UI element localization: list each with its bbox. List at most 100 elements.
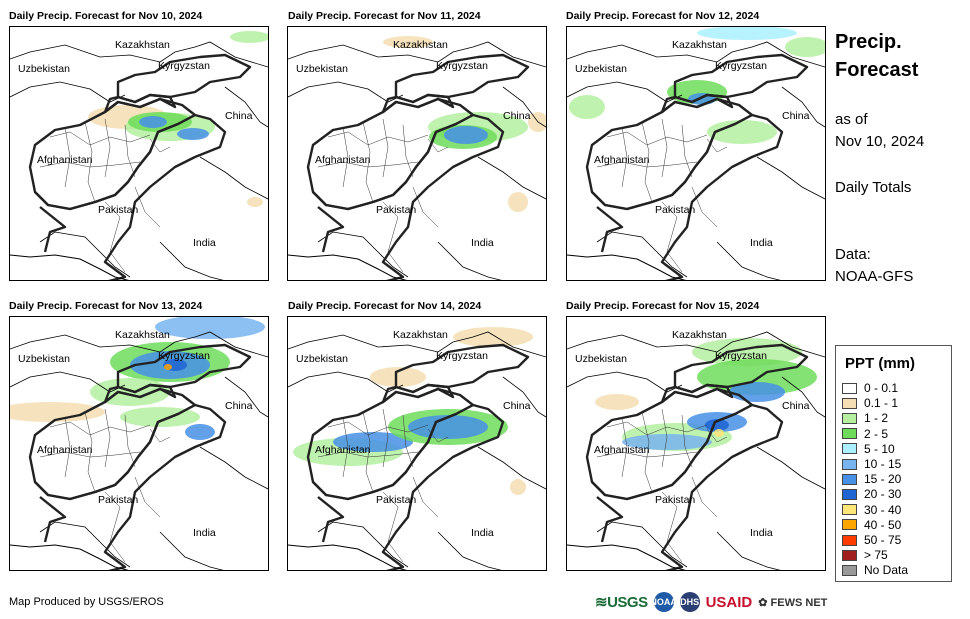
country-label-afghanistan: Afghanistan [315, 154, 371, 166]
legend-label: 30 - 40 [864, 502, 902, 517]
country-label-uzbekistan: Uzbekistan [296, 353, 348, 365]
precip-area [569, 95, 605, 119]
precip-area [595, 394, 639, 410]
region-borders [28, 343, 252, 570]
legend-swatch [842, 458, 857, 470]
legend-item: 0 - 0.1 [842, 380, 898, 396]
legend-label: 2 - 5 [864, 426, 889, 441]
precip-area [230, 31, 268, 43]
country-label-india: India [193, 527, 216, 539]
precip-area [90, 378, 170, 406]
country-label-afghanistan: Afghanistan [594, 444, 650, 456]
tajikistan-border [103, 383, 177, 404]
precip-area [707, 120, 777, 144]
legend-swatch [842, 428, 857, 440]
legend-item: > 75 [842, 547, 888, 563]
country-label-kyrgyzstan: Kyrgyzstan [715, 350, 767, 362]
tajikistan-border [660, 383, 734, 404]
footer-credit: Map Produced by USGS/EROS [9, 596, 164, 608]
side-title: Precip. Forecast [835, 28, 918, 84]
map-panel-1: Kazakhstan Uzbekistan Kyrgyzstan China Afgha… [9, 26, 269, 281]
country-label-china: China [503, 400, 531, 412]
country-label-pakistan: Pakistan [655, 494, 696, 506]
panel-title-3: Daily Precip. Forecast for Nov 12, 2024 [566, 10, 760, 22]
precip-area [10, 402, 105, 422]
coastline [10, 254, 130, 280]
panel-title-5: Daily Precip. Forecast for Nov 14, 2024 [288, 300, 482, 312]
country-label-pakistan: Pakistan [655, 204, 696, 216]
map-svg [288, 36, 546, 280]
coastline [288, 254, 408, 280]
data-line1: Data: [835, 246, 871, 263]
map-panel-5: Kazakhstan Uzbekistan Kyrgyzstan China Afgha… [287, 316, 547, 571]
map-panel-3: Kazakhstan Uzbekistan Kyrgyzstan China Afgha… [566, 26, 826, 281]
neighbor-borders [10, 331, 268, 570]
data-line2: NOAA-GFS [835, 268, 914, 285]
asof-line2: Nov 10, 2024 [835, 133, 925, 150]
country-label-kazakhstan: Kazakhstan [393, 329, 448, 341]
daily-totals: Daily Totals [835, 179, 912, 196]
pakistan-border [591, 403, 784, 570]
neighbor-borders [288, 41, 546, 280]
map-svg [567, 27, 825, 280]
legend-title: PPT (mm) [845, 355, 916, 372]
country-label-pakistan: Pakistan [98, 204, 139, 216]
admin-boundaries [317, 118, 449, 273]
noaa-logo: NOAA [650, 592, 677, 612]
panel-title-6: Daily Precip. Forecast for Nov 15, 2024 [566, 300, 760, 312]
country-label-kazakhstan: Kazakhstan [393, 39, 448, 51]
legend-label: > 75 [864, 548, 888, 563]
tajikistan-border [660, 93, 734, 114]
country-label-uzbekistan: Uzbekistan [18, 63, 70, 75]
country-label-india: India [750, 527, 773, 539]
country-label-china: China [225, 110, 253, 122]
neighbor-borders [10, 41, 268, 280]
fews-net-logo: ✿ FEWS NET [758, 596, 828, 609]
precip-area [705, 419, 729, 431]
neighbor-borders [567, 41, 825, 280]
side-title-line2: Forecast [835, 59, 919, 81]
asof-line1: as of [835, 111, 868, 128]
panel-title-1: Daily Precip. Forecast for Nov 10, 2024 [9, 10, 203, 22]
precip-area [408, 415, 488, 439]
admin-boundaries [39, 408, 171, 563]
country-label-pakistan: Pakistan [376, 494, 417, 506]
precip-area [453, 327, 533, 347]
precip-area [510, 479, 526, 495]
country-label-afghanistan: Afghanistan [37, 444, 93, 456]
precip-area [139, 116, 167, 128]
region-borders [28, 53, 252, 280]
map-svg [288, 327, 546, 570]
country-label-india: India [750, 237, 773, 249]
legend-label: 1 - 2 [864, 411, 889, 426]
precip-area [164, 364, 172, 370]
legend-item: 0.1 - 1 [842, 395, 898, 411]
admin-boundaries [596, 118, 728, 273]
legend-item: 50 - 75 [842, 532, 901, 548]
country-label-uzbekistan: Uzbekistan [575, 63, 627, 75]
country-label-kyrgyzstan: Kyrgyzstan [436, 350, 488, 362]
legend-swatch [842, 397, 857, 409]
region-borders [585, 53, 809, 280]
usgs-logo: ≋USGS [595, 594, 648, 611]
neighbor-borders [288, 331, 546, 570]
precip-area [697, 27, 797, 40]
pakistan-border [312, 403, 505, 570]
country-label-kyrgyzstan: Kyrgyzstan [158, 350, 210, 362]
precip-area [155, 317, 265, 339]
map-svg [567, 331, 825, 570]
neighbor-borders [567, 331, 825, 570]
logo-bar: ≋USGS NOAA DHS USAID ✿ FEWS NET [595, 588, 827, 616]
country-label-kazakhstan: Kazakhstan [115, 39, 170, 51]
map-svg [10, 31, 268, 280]
legend-swatch [842, 519, 857, 531]
legend-swatch [842, 412, 857, 424]
precip-area [508, 192, 528, 212]
legend-label: 0 - 0.1 [864, 381, 899, 395]
country-label-afghanistan: Afghanistan [315, 444, 371, 456]
legend-swatch [842, 488, 857, 500]
legend-swatch [842, 549, 857, 561]
region-borders [306, 343, 530, 570]
country-label-pakistan: Pakistan [98, 494, 139, 506]
